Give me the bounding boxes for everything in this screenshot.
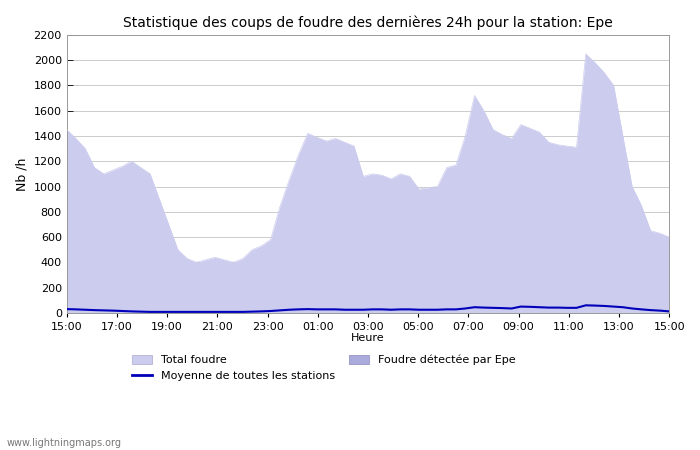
Y-axis label: Nb /h: Nb /h bbox=[15, 157, 28, 190]
Text: www.lightningmaps.org: www.lightningmaps.org bbox=[7, 438, 122, 448]
Legend: Total foudre, Moyenne de toutes les stations, Foudre détectée par Epe: Total foudre, Moyenne de toutes les stat… bbox=[132, 355, 515, 381]
X-axis label: Heure: Heure bbox=[351, 333, 385, 343]
Title: Statistique des coups de foudre des dernières 24h pour la station: Epe: Statistique des coups de foudre des dern… bbox=[123, 15, 612, 30]
